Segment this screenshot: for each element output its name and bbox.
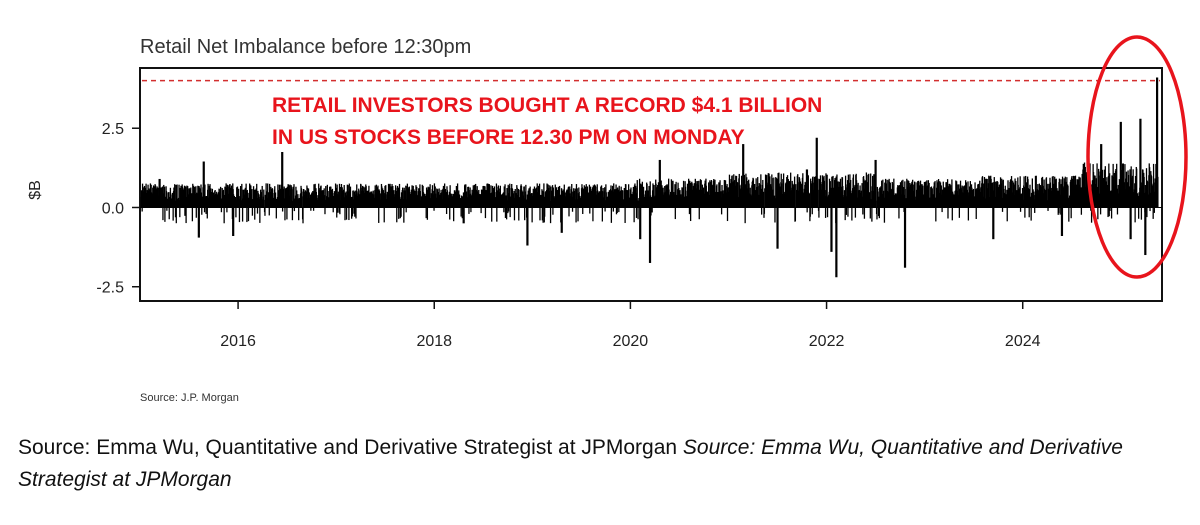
x-axis: 2016 2018 2020 2022 2024 xyxy=(220,301,1041,350)
annotation-line-1: RETAIL INVESTORS BOUGHT A RECORD $4.1 BI… xyxy=(272,94,822,117)
plot-frame xyxy=(139,67,1163,302)
y-tick-label: 0.0 xyxy=(102,200,124,217)
image-caption: Source: Emma Wu, Quantitative and Deriva… xyxy=(18,432,1188,496)
chart-source-note: Source: J.P. Morgan xyxy=(140,392,239,404)
caption-italic: Source: Emma Wu, Quantitative and Deriva… xyxy=(18,436,1123,491)
retail-imbalance-chart: Retail Net Imbalance before 12:30pm -2.5… xyxy=(27,35,1188,404)
x-tick-label: 2016 xyxy=(220,333,256,350)
annotation-line-2: IN US STOCKS BEFORE 12.30 PM ON MONDAY xyxy=(272,126,745,149)
caption-text: Source: Emma Wu, Quantitative and Deriva… xyxy=(18,436,683,459)
x-tick-label: 2022 xyxy=(809,333,845,350)
chart-title: Retail Net Imbalance before 12:30pm xyxy=(140,36,471,58)
x-tick-label: 2020 xyxy=(613,333,649,350)
y-axis: -2.5 0.0 2.5 xyxy=(96,121,140,297)
x-tick-label: 2018 xyxy=(416,333,452,350)
bar-series xyxy=(140,77,1159,278)
highlight-ellipse xyxy=(1086,35,1188,279)
y-tick-label: -2.5 xyxy=(96,280,124,297)
chart-container: Retail Net Imbalance before 12:30pm -2.5… xyxy=(27,35,1188,404)
x-tick-label: 2024 xyxy=(1005,333,1041,350)
y-tick-label: 2.5 xyxy=(102,121,124,138)
y-axis-label: $B xyxy=(27,180,44,200)
